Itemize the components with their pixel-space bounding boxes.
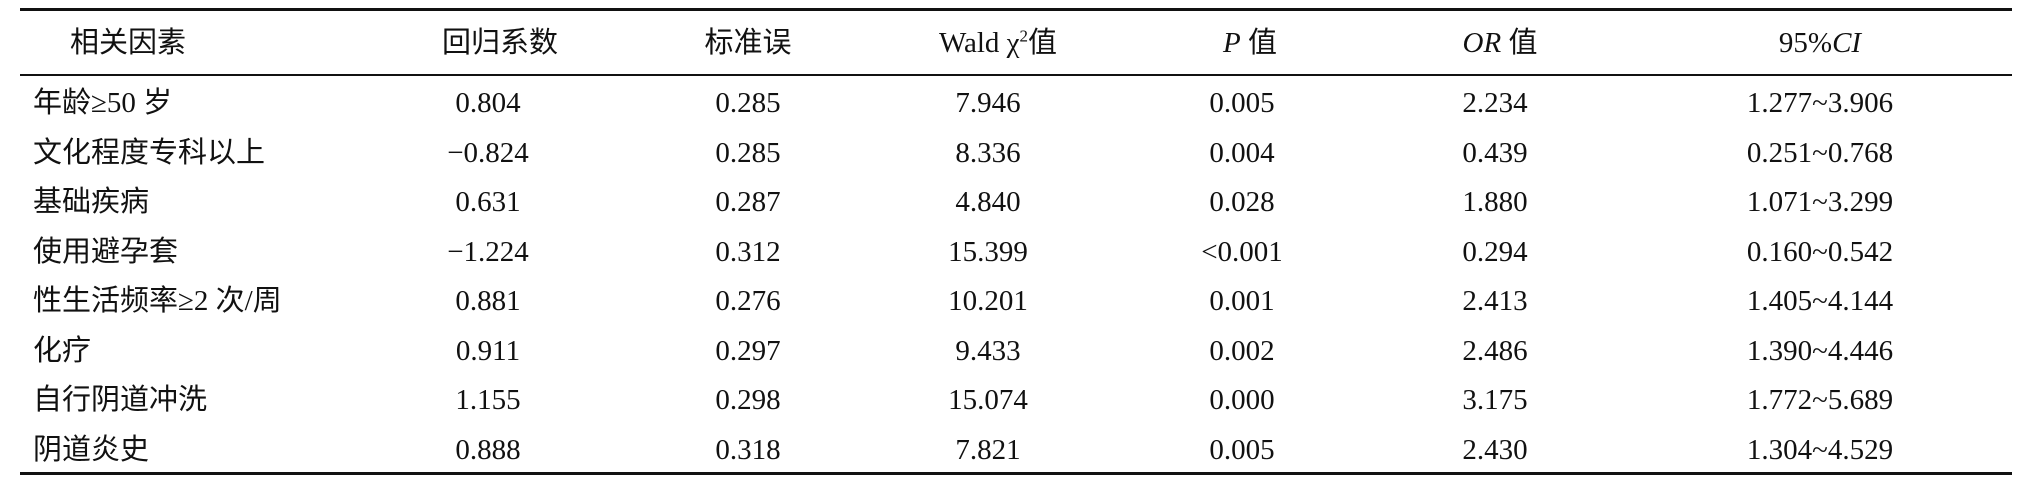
- header-italic: OR: [1462, 27, 1502, 59]
- cell-value: 7.821: [955, 433, 1021, 466]
- cell-value: 1.772~5.689: [1746, 384, 1894, 416]
- cell-value: 0.804: [455, 87, 521, 119]
- cell-value: 0.005: [1209, 433, 1275, 466]
- cell-value: 1.405~4.144: [1746, 285, 1894, 317]
- cell-value: 0.001: [1209, 285, 1275, 317]
- cell-value: −1.224: [447, 235, 529, 268]
- cell-value: 0.251~0.768: [1746, 136, 1894, 169]
- cell-value: <0.001: [1201, 235, 1283, 268]
- header-cell: 标准误: [704, 18, 791, 68]
- header-text: 标准误: [704, 27, 792, 59]
- cell-value: 1.277~3.906: [1746, 87, 1894, 119]
- cell-value: 2.430: [1462, 433, 1528, 466]
- cell-value: 0.285: [715, 136, 781, 169]
- header-text: 值: [1501, 27, 1538, 59]
- cell-value: 2.486: [1462, 334, 1528, 367]
- cell-value: 9.433: [955, 334, 1021, 367]
- header-text: 值: [1240, 27, 1277, 59]
- row-label: 阴道炎史: [33, 433, 150, 466]
- header-text: 值: [1028, 27, 1058, 59]
- cell-value: 0.881: [455, 285, 521, 317]
- cell-value: −0.824: [447, 136, 529, 169]
- header-text: 回归系数: [441, 27, 559, 59]
- cell-value: 0.298: [715, 384, 781, 416]
- cell-value: 0.297: [715, 334, 781, 367]
- cell-value: 1.155: [455, 384, 521, 416]
- cell-value: 8.336: [955, 136, 1021, 169]
- header-cell: 回归系数: [442, 18, 558, 68]
- header-text: 95%: [1778, 27, 1833, 59]
- header-rule: [20, 74, 2012, 76]
- bottom-rule: [20, 472, 2012, 475]
- cell-value: 3.175: [1462, 384, 1528, 416]
- cell-value: 0.000: [1209, 384, 1275, 416]
- cell-value: 0.888: [455, 433, 521, 466]
- cell-value: 2.234: [1462, 87, 1528, 119]
- cell-value: 7.946: [955, 87, 1021, 119]
- cell-value: 4.840: [955, 186, 1021, 218]
- cell-value: 0.318: [715, 433, 781, 466]
- cell-value: 10.201: [948, 285, 1028, 317]
- row-label: 文化程度专科以上: [33, 136, 266, 169]
- cell-value: 0.287: [715, 186, 781, 218]
- cell-value: 1.880: [1462, 186, 1528, 218]
- cell-value: 0.005: [1209, 87, 1275, 119]
- header-cell: 95%CI: [1779, 18, 1861, 68]
- header-italic: CI: [1832, 27, 1862, 59]
- header-cell: P 值: [1223, 18, 1277, 68]
- cell-value: 0.911: [455, 334, 521, 367]
- row-label: 基础疾病: [33, 186, 150, 218]
- cell-value: 1.390~4.446: [1746, 334, 1894, 367]
- row-label: 使用避孕套: [33, 235, 179, 268]
- cell-value: 0.312: [715, 235, 781, 268]
- row-label: 年龄≥50 岁: [33, 87, 173, 119]
- header-cell: OR 值: [1463, 18, 1538, 68]
- cell-value: 0.276: [715, 285, 781, 317]
- cell-value: 15.074: [948, 384, 1028, 416]
- cell-value: 1.071~3.299: [1746, 186, 1894, 218]
- header-sup: 2: [1019, 26, 1029, 46]
- cell-value: 0.294: [1462, 235, 1528, 268]
- header-cell: Wald χ2值: [939, 18, 1057, 68]
- header-cell: 相关因素: [70, 18, 186, 68]
- row-label: 性生活频率≥2 次/周: [33, 285, 282, 317]
- cell-value: 1.304~4.529: [1746, 433, 1894, 466]
- cell-value: 0.004: [1209, 136, 1275, 169]
- cell-value: 0.439: [1462, 136, 1528, 169]
- cell-value: 0.285: [715, 87, 781, 119]
- cell-value: 2.413: [1462, 285, 1528, 317]
- cell-value: 0.631: [455, 186, 521, 218]
- cell-value: 0.028: [1209, 186, 1275, 218]
- header-italic: P: [1223, 27, 1241, 59]
- cell-value: 0.160~0.542: [1746, 235, 1894, 268]
- header-text: Wald χ: [938, 27, 1020, 59]
- cell-value: 0.002: [1209, 334, 1275, 367]
- header-text: 相关因素: [70, 27, 187, 59]
- row-label: 自行阴道冲洗: [33, 384, 208, 416]
- row-label: 化疗: [33, 334, 92, 367]
- top-rule: [20, 8, 2012, 11]
- cell-value: 15.399: [948, 235, 1028, 268]
